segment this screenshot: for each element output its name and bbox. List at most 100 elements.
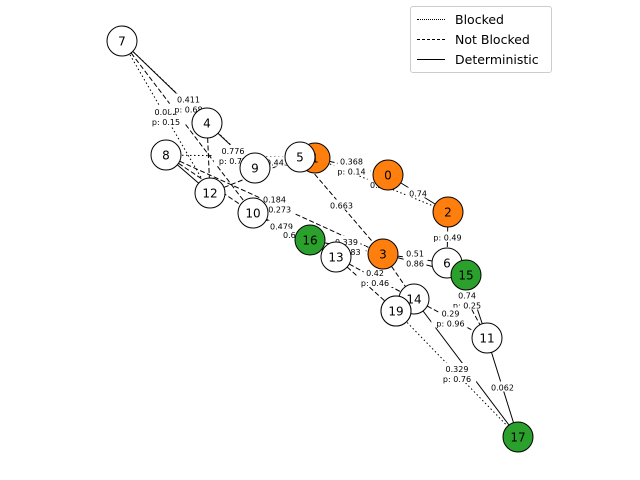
node-circle-16	[294, 224, 326, 256]
edge-label-text: 0.42	[366, 269, 384, 278]
node-15: 15	[450, 259, 482, 291]
node-label-14: 14	[406, 293, 421, 307]
node-circle-11	[471, 322, 503, 354]
edge-8-10	[165, 154, 254, 214]
edge-label-0-2: 0.74	[406, 187, 430, 199]
node-circle-15	[450, 259, 482, 291]
node-label-10: 10	[245, 207, 260, 221]
edge-label-text: 0.443	[266, 159, 289, 168]
node-label-11: 11	[479, 332, 494, 346]
node-17: 17	[502, 421, 534, 453]
node-label-4: 4	[203, 117, 211, 131]
node-16: 16	[294, 224, 326, 256]
edge-label-text: 0.74	[458, 292, 476, 301]
edge-label-bg	[267, 220, 296, 231]
legend: Blocked Not Blocked Deterministic	[410, 6, 552, 73]
edge-label-text: p: 0.76	[443, 375, 471, 384]
edge-label-text: 0.74	[409, 190, 427, 199]
node-circle-17	[502, 421, 534, 453]
edge-label-11-17: 0.062	[488, 381, 517, 393]
node-circle-13	[320, 241, 352, 273]
edge-label-6-11: 0.74p: 0.25	[447, 289, 487, 311]
edge-label-bg	[219, 145, 247, 155]
node-9: 9	[239, 152, 271, 184]
edge-label-bg	[213, 155, 253, 165]
node-label-3: 3	[379, 248, 387, 262]
legend-label-not-blocked: Not Blocked	[455, 32, 530, 47]
node-label-12: 12	[202, 187, 217, 201]
edge-label-text: 0.411	[177, 96, 200, 105]
legend-item-blocked: Blocked	[411, 10, 551, 30]
edge-label-5-3: 0.663	[327, 199, 356, 211]
edge-label-text: p: 0.273	[258, 206, 291, 215]
node-4: 4	[191, 107, 223, 139]
node-2: 2	[432, 196, 464, 228]
edge-label-bg	[252, 203, 297, 214]
edge-18-17	[395, 310, 519, 438]
node-circle-10	[237, 197, 269, 229]
node-circle-19	[380, 295, 412, 327]
edge-label-text: 0.062	[491, 384, 514, 393]
edge-label-text: 0.663	[330, 202, 353, 211]
edge-label-bg	[439, 307, 462, 318]
edge-label-text: 0.479	[270, 223, 293, 232]
edge-label-text: p: 0.96	[436, 320, 464, 329]
node-label-8: 8	[162, 149, 170, 163]
edge-label-bg	[428, 231, 467, 242]
edge-label-bg	[146, 116, 186, 126]
nodes-layer: 012345678910111213141516171819	[106, 25, 534, 453]
edge-label-2-6: p: 0.49	[428, 231, 467, 243]
dashed-line-icon	[417, 39, 445, 40]
node-12: 12	[194, 177, 226, 209]
legend-item-deterministic: Deterministic	[411, 50, 551, 70]
edge-label-bg	[488, 381, 517, 392]
edge-label-bg	[332, 165, 371, 176]
edge-label-bg	[280, 229, 309, 239]
edge-label-text: 0.29	[442, 310, 460, 319]
edge-label-text: 0.663	[283, 231, 306, 240]
edge-label-bg	[403, 247, 427, 258]
edge-label-bg	[406, 187, 430, 198]
edge-label-10-13: 0.663	[280, 229, 309, 240]
node-circle-3	[367, 238, 399, 270]
edge-label-text: 0.51	[406, 250, 424, 259]
node-3: 3	[367, 238, 399, 270]
node-label-13: 13	[328, 251, 343, 265]
node-5: 5	[284, 141, 316, 173]
edge-label-bg	[355, 277, 395, 287]
legend-item-not-blocked: Not Blocked	[411, 30, 551, 50]
edge-label-bg	[263, 156, 292, 167]
node-label-5: 5	[296, 151, 304, 165]
node-circle-9	[239, 152, 271, 184]
edge-7-12	[121, 40, 211, 194]
dotted-line-icon	[417, 19, 445, 20]
node-label-15: 15	[458, 269, 473, 283]
node-label-9: 9	[251, 162, 259, 176]
node-label-0: 0	[384, 169, 392, 183]
node-13: 13	[320, 241, 352, 273]
edge-label-text: 0.329	[446, 365, 469, 374]
edge-label-bg	[332, 236, 361, 246]
solid-line-icon	[417, 59, 445, 60]
node-circle-12	[194, 177, 226, 209]
node-10: 10	[237, 197, 269, 229]
edge-label-bg	[431, 317, 470, 328]
node-label-19: 19	[388, 305, 403, 319]
node-circle-5	[284, 141, 316, 173]
edge-label-13-14: 0.42p: 0.46	[355, 267, 395, 288]
node-8: 8	[150, 139, 182, 171]
edge-label-text: p: 0.25	[453, 302, 481, 311]
edge-label-text: 0.368	[340, 158, 363, 167]
edge-label-text: 0.339	[335, 238, 358, 247]
node-0: 0	[372, 159, 404, 191]
edge-label-bg	[174, 93, 203, 104]
edge-label-bg	[260, 193, 289, 204]
node-circle-0	[372, 159, 404, 191]
node-19: 19	[380, 295, 412, 327]
